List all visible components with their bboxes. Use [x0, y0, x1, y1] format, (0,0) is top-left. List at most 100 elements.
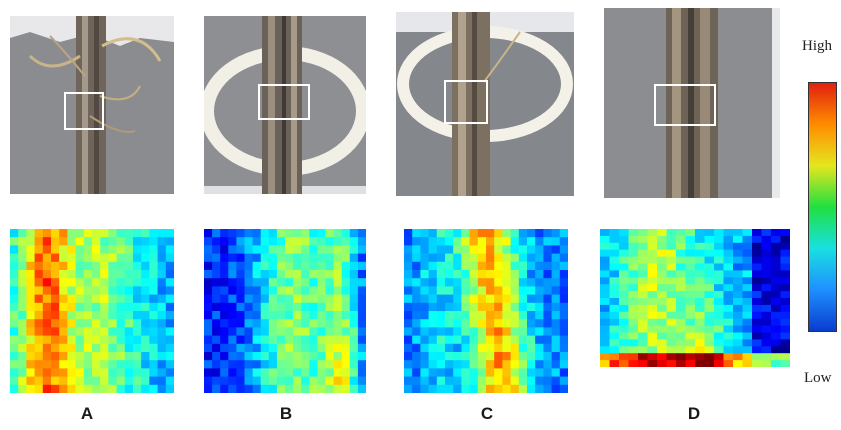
heatmap-cell	[157, 343, 167, 353]
heatmap-cell	[276, 335, 286, 345]
heatmap-cell	[220, 335, 229, 345]
heatmap-cell	[420, 335, 430, 345]
heatmap-cell	[609, 229, 620, 237]
heatmap-cell	[510, 302, 520, 312]
heatmap-cell	[494, 294, 503, 304]
heatmap-cell	[51, 319, 60, 328]
heatmap-cell	[357, 253, 366, 263]
heatmap-c-grid	[404, 229, 568, 393]
heatmap-cell	[357, 352, 366, 361]
heatmap-cell	[428, 253, 438, 263]
heatmap-cell	[518, 278, 528, 287]
heatmap-cell	[10, 302, 19, 312]
heatmap-cell	[244, 278, 254, 287]
heatmap-cell	[220, 270, 229, 279]
panel-label-a: A	[80, 404, 94, 423]
heatmap-cell	[761, 235, 772, 244]
heatmap-cell	[733, 256, 744, 265]
heatmap-cell	[260, 261, 270, 271]
heatmap-cell	[26, 360, 36, 369]
heatmap-cell	[704, 291, 715, 299]
heatmap-cell	[676, 291, 687, 299]
heatmap-cell	[10, 360, 19, 369]
heatmap-cell	[723, 256, 734, 265]
heatmap-cell	[260, 302, 270, 312]
heatmap-cell	[212, 368, 221, 378]
heatmap-cell	[157, 270, 167, 279]
heatmap-cell	[780, 339, 790, 347]
heatmap-cell	[527, 319, 536, 328]
heatmap-cell	[42, 237, 52, 246]
heatmap-cell	[357, 343, 366, 353]
heatmap-cell	[51, 343, 60, 353]
heatmap-cell	[228, 261, 237, 271]
heatmap-cell	[228, 302, 237, 312]
heatmap-cell	[309, 327, 318, 337]
heatmap-cell	[685, 249, 696, 258]
heatmap-cell	[428, 343, 438, 353]
heatmap-cell	[543, 368, 553, 378]
heatmap-cell	[212, 343, 221, 353]
heatmap-cell	[559, 245, 568, 255]
heatmap-cell	[752, 318, 763, 327]
heatmap-cell	[436, 360, 446, 369]
heatmap-cell	[453, 286, 462, 296]
heatmap-cell	[301, 335, 310, 345]
heatmap-cell	[657, 304, 668, 313]
heatmap-cell	[51, 294, 60, 304]
heatmap-cell	[34, 368, 44, 378]
heatmap-cell	[10, 368, 19, 378]
heatmap-cell	[67, 319, 77, 328]
heatmap-cell	[666, 249, 677, 258]
heatmap-cell	[761, 353, 772, 361]
heatmap-cell	[108, 343, 118, 353]
heatmap-cell	[301, 319, 310, 328]
heatmap-cell	[149, 360, 159, 369]
heatmap-cell	[309, 352, 318, 361]
heatmap-cell	[412, 237, 421, 246]
heatmap-cell	[268, 335, 278, 345]
heatmap-cell	[100, 360, 109, 369]
heatmap-cell	[228, 352, 237, 361]
heatmap-cell	[42, 360, 52, 369]
heatmap-cell	[609, 242, 620, 251]
heatmap-cell	[252, 311, 262, 320]
heatmap-cell	[742, 229, 753, 237]
heatmap-cell	[527, 311, 536, 320]
heatmap-cell	[502, 278, 512, 287]
heatmap-cell	[428, 278, 438, 287]
heatmap-cell	[333, 376, 343, 386]
heatmap-cell	[714, 339, 725, 347]
heatmap-cell	[752, 291, 763, 299]
heatmap-cell	[260, 335, 270, 345]
heatmap-cell	[157, 327, 167, 337]
heatmap-cell	[551, 368, 561, 378]
heatmap-cell	[42, 270, 52, 279]
heatmap-cell	[428, 286, 438, 296]
heatmap-cell	[341, 360, 351, 369]
heatmap-cell	[780, 284, 790, 292]
heatmap-cell	[149, 368, 159, 378]
heatmap-cell	[244, 294, 254, 304]
heatmap-cell	[341, 376, 351, 386]
heatmap-cell	[42, 352, 52, 361]
heatmap-cell	[83, 245, 93, 255]
heatmap-cell	[704, 229, 715, 237]
heatmap-cell	[638, 291, 649, 299]
heatmap-cell	[34, 245, 44, 255]
heatmap-cell	[695, 318, 706, 327]
heatmap-cell	[676, 304, 687, 313]
heatmap-cell	[100, 286, 109, 296]
heatmap-cell	[551, 270, 561, 279]
heatmap-cell	[276, 360, 286, 369]
heatmap-cell	[285, 327, 294, 337]
heatmap-cell	[92, 286, 101, 296]
heatmap-cell	[453, 278, 462, 287]
heatmap-cell	[18, 294, 27, 304]
heatmap-cell	[647, 339, 658, 347]
heatmap-cell	[34, 384, 44, 393]
heatmap-cell	[428, 376, 438, 386]
heatmap-cell	[733, 311, 744, 320]
heatmap-cell	[212, 278, 221, 287]
heatmap-cell	[92, 294, 101, 304]
